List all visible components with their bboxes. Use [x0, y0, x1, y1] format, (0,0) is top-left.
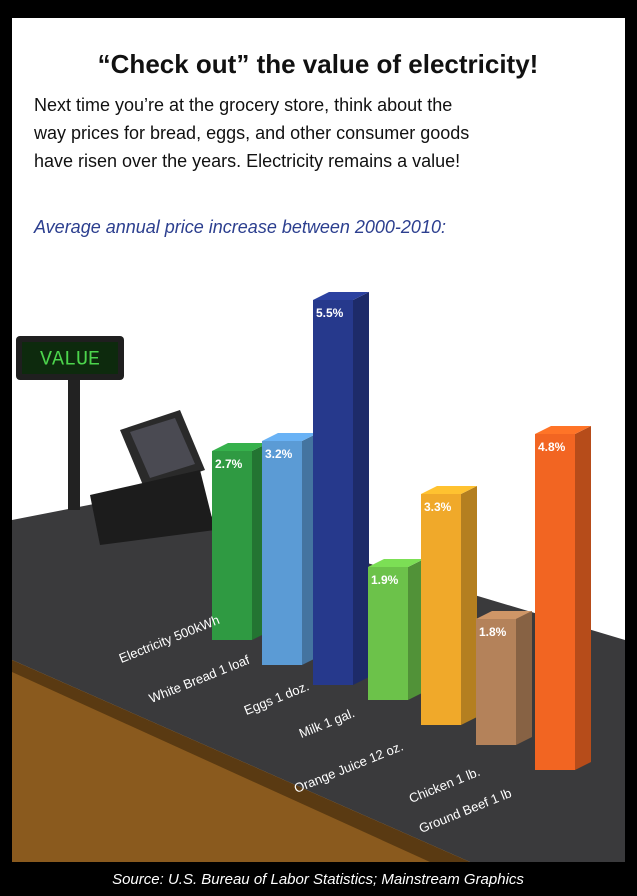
bar-top [476, 611, 532, 619]
register-monitor-screen [130, 418, 195, 478]
bar-top [421, 486, 477, 494]
register-text: VALUE [40, 348, 100, 371]
value-label: 1.8% [479, 625, 507, 639]
intro-line: have risen over the years. Electricity r… [34, 151, 460, 171]
bar-top [313, 292, 369, 300]
source: Source: U.S. Bureau of Labor Statistics;… [112, 871, 524, 888]
intro-line: Next time you’re at the grocery store, t… [34, 95, 452, 115]
bar [368, 567, 408, 700]
value-label: 1.9% [371, 573, 399, 587]
bar-side [575, 426, 591, 770]
value-label: 2.7% [215, 457, 243, 471]
bar [535, 434, 575, 770]
value-label: 5.5% [316, 306, 344, 320]
counter-edge [12, 660, 470, 862]
chart-subtitle: Average annual price increase between 20… [33, 217, 446, 237]
bar-side [408, 559, 424, 700]
chart-title: “Check out” the value of electricity! [98, 49, 539, 79]
bar-top [368, 559, 424, 567]
bar-side [461, 486, 477, 725]
value-label: 3.2% [265, 447, 293, 461]
bar-top [262, 433, 318, 441]
bar [313, 300, 353, 685]
bar-top [212, 443, 268, 451]
bar-side [353, 292, 369, 685]
bar [421, 494, 461, 725]
intro-line: way prices for bread, eggs, and other co… [33, 123, 469, 143]
bar [476, 619, 516, 745]
value-label: 3.3% [424, 500, 452, 514]
bar-top [535, 426, 591, 434]
bar [262, 441, 302, 665]
register-pole [68, 370, 80, 510]
value-label: 4.8% [538, 440, 566, 454]
register-screen [22, 342, 118, 374]
bar-side [516, 611, 532, 745]
register-body [90, 470, 215, 545]
bar [212, 451, 252, 640]
